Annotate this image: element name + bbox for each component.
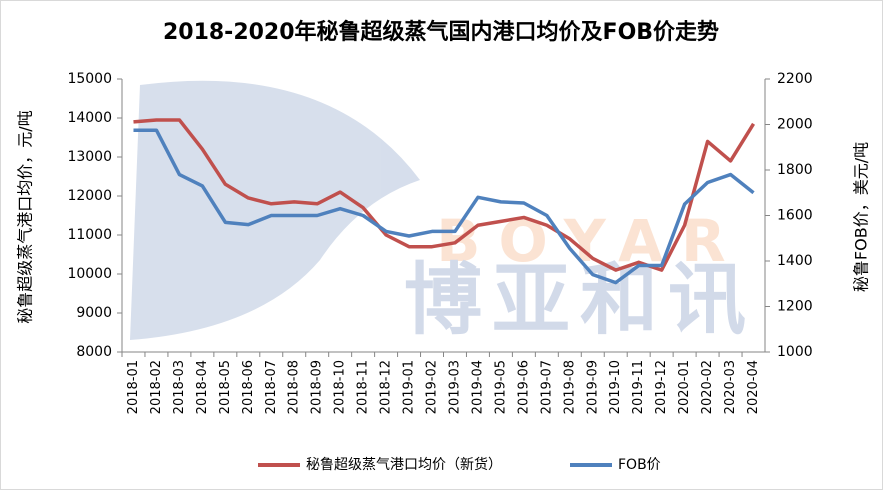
y-tick-label: 9000 bbox=[76, 305, 112, 321]
x-tick-label: 2019-04 bbox=[470, 360, 485, 414]
x-tick-label: 2019-09 bbox=[585, 360, 600, 414]
y-axis-label: 秘鲁超级蒸气港口均价，元/吨 bbox=[16, 110, 35, 323]
y2-axis-label: 秘鲁FOB价，美元/吨 bbox=[852, 142, 871, 292]
x-tick-label: 2018-12 bbox=[379, 360, 394, 414]
x-tick-label: 2018-11 bbox=[356, 360, 371, 414]
x-tick-label: 2020-02 bbox=[700, 360, 715, 414]
x-tick-label: 2019-11 bbox=[631, 360, 646, 414]
x-tick-label: 2018-01 bbox=[126, 360, 141, 414]
x-tick-label: 2019-02 bbox=[425, 360, 440, 414]
x-tick-label: 2019-01 bbox=[402, 360, 417, 414]
series-line bbox=[133, 128, 755, 285]
y-tick-label: 13000 bbox=[67, 149, 112, 165]
x-tick-label: 2018-06 bbox=[241, 360, 256, 414]
x-tick-label: 2019-03 bbox=[447, 360, 462, 414]
y2-tick-label: 1800 bbox=[777, 162, 813, 178]
y2-tick-label: 2000 bbox=[777, 117, 813, 133]
x-tick-label: 2019-08 bbox=[562, 360, 577, 414]
x-tick-label: 2020-04 bbox=[746, 360, 761, 414]
y2-tick-label: 2200 bbox=[777, 71, 813, 87]
y2-tick-label: 1400 bbox=[777, 253, 813, 269]
y-tick-label: 11000 bbox=[67, 227, 112, 243]
y-tick-label: 14000 bbox=[67, 110, 112, 126]
x-tick-label: 2018-10 bbox=[333, 360, 348, 414]
y-tick-label: 12000 bbox=[67, 188, 112, 204]
x-tick-label: 2020-01 bbox=[677, 360, 692, 414]
y2-tick-label: 1600 bbox=[777, 208, 813, 224]
x-tick-label: 2018-04 bbox=[195, 360, 210, 414]
watermark-cn: 博亚和讯 bbox=[404, 255, 756, 345]
watermark-logo bbox=[130, 80, 420, 341]
y-tick-label: 8000 bbox=[76, 344, 112, 360]
x-tick-label: 2020-03 bbox=[723, 360, 738, 414]
x-tick-label: 2018-08 bbox=[287, 360, 302, 414]
x-tick-label: 2019-10 bbox=[608, 360, 623, 414]
x-tick-label: 2018-07 bbox=[264, 360, 279, 414]
legend-label: 秘鲁超级蒸气港口均价（新货） bbox=[306, 456, 502, 473]
legend-label: FOB价 bbox=[618, 457, 661, 473]
x-tick-label: 2018-02 bbox=[149, 360, 164, 414]
x-tick-label: 2018-03 bbox=[172, 360, 187, 414]
y-tick-label: 15000 bbox=[67, 71, 112, 87]
x-tick-label: 2019-07 bbox=[539, 360, 554, 414]
y2-tick-label: 1200 bbox=[777, 299, 813, 315]
watermark: BOYAR 博亚和讯 bbox=[130, 80, 756, 345]
x-tick-label: 2018-09 bbox=[310, 360, 325, 414]
x-tick-label: 2019-05 bbox=[493, 360, 508, 414]
x-tick-label: 2019-06 bbox=[516, 360, 531, 414]
x-tick-label: 2019-12 bbox=[654, 360, 669, 414]
y-tick-label: 10000 bbox=[67, 266, 112, 282]
x-tick-label: 2018-05 bbox=[218, 360, 233, 414]
chart-title: 2018-2020年秘鲁超级蒸气国内港口均价及FOB价走势 bbox=[163, 19, 719, 45]
y2-tick-label: 1000 bbox=[777, 344, 813, 360]
